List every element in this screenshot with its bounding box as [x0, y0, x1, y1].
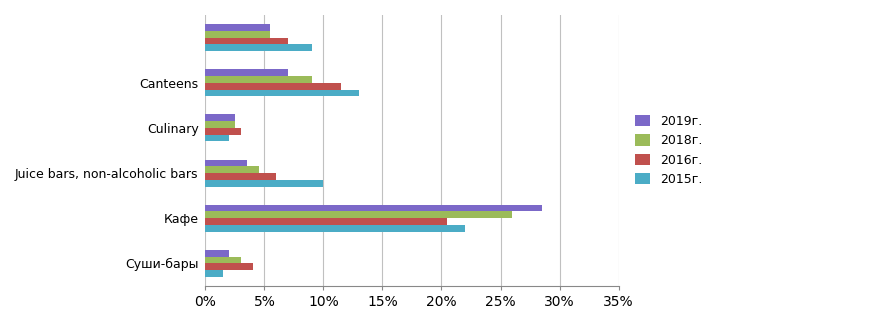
Bar [206, 263, 253, 270]
Bar [206, 114, 235, 121]
Bar [206, 173, 276, 180]
Bar [206, 218, 447, 225]
Bar [206, 135, 229, 142]
Legend: 2019г., 2018г., 2016г., 2015г.: 2019г., 2018г., 2016г., 2015г. [629, 109, 709, 192]
Bar [206, 225, 465, 232]
Bar [206, 83, 341, 89]
Bar [206, 31, 270, 38]
Bar [206, 270, 223, 277]
Bar [206, 89, 359, 96]
Bar [206, 205, 542, 212]
Bar [206, 159, 247, 166]
Bar [206, 121, 235, 128]
Bar [206, 166, 259, 173]
Bar [206, 44, 312, 51]
Bar [206, 180, 323, 187]
Bar [206, 128, 241, 135]
Bar [206, 250, 229, 257]
Bar [206, 24, 270, 31]
Bar [206, 76, 312, 83]
Bar [206, 38, 288, 44]
Bar [206, 69, 288, 76]
Bar [206, 212, 512, 218]
Bar [206, 257, 241, 263]
